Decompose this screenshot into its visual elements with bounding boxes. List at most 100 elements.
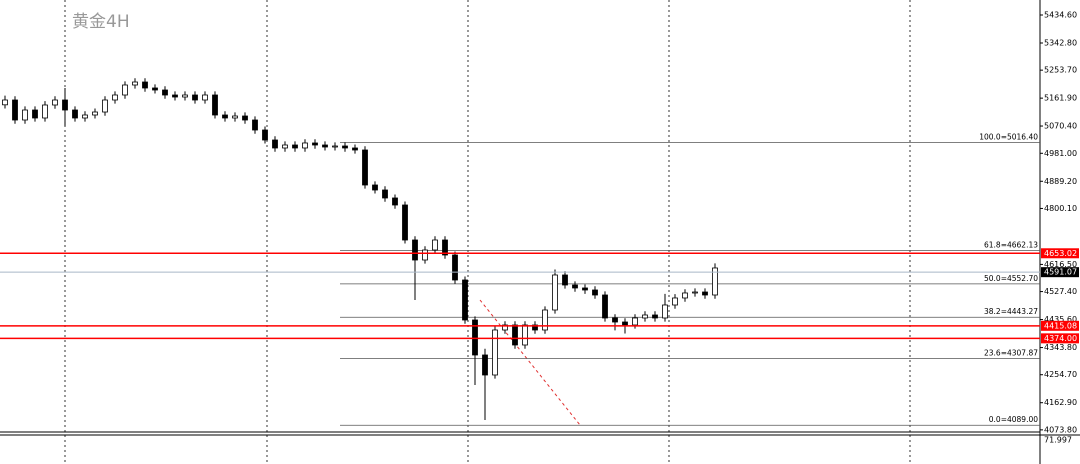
candle-body: [262, 129, 268, 141]
candle-body: [212, 94, 218, 116]
candle-body: [272, 139, 278, 149]
y-tick-label: 4343.80: [1044, 343, 1077, 352]
y-tick-label: 4616.50: [1044, 260, 1077, 269]
candle-body: [42, 104, 48, 119]
y-tick-label: 5161.90: [1044, 94, 1077, 103]
candle-body: [522, 324, 528, 346]
candle-body: [362, 149, 368, 186]
candle-body: [2, 99, 8, 106]
fib-label: 38.2=4443.27: [984, 307, 1038, 316]
y-tick-label: 4162.90: [1044, 398, 1077, 407]
price-tag: [1041, 320, 1079, 331]
candle-body: [22, 109, 28, 121]
candle-body: [122, 84, 128, 96]
candle-body: [652, 314, 658, 319]
candle-body: [392, 197, 398, 206]
candle-body: [132, 81, 138, 86]
candle-body: [202, 94, 208, 101]
fib-label: 0.0=4089.00: [989, 415, 1038, 424]
candle-body: [232, 115, 238, 119]
price-tag: [1041, 333, 1079, 344]
candle-body: [32, 109, 38, 119]
candle-body: [182, 94, 188, 98]
candle-body: [602, 294, 608, 319]
price-tag: [1041, 267, 1079, 278]
candle-body: [292, 144, 298, 149]
candle-body: [462, 279, 468, 321]
candle-body: [152, 87, 158, 91]
candle-body: [482, 354, 488, 376]
candle-body: [582, 287, 588, 291]
candle-body: [192, 94, 198, 101]
candle-body: [682, 292, 688, 299]
candle-body: [662, 304, 668, 319]
candle-body: [592, 289, 598, 296]
candle-body: [562, 274, 568, 286]
y-tick-label: 4435.60: [1044, 315, 1077, 324]
y-tick-label: 5253.70: [1044, 66, 1077, 75]
price-tag-label: 4415.08: [1044, 321, 1077, 330]
candle-body: [142, 81, 148, 89]
candle-body: [242, 115, 248, 121]
candle-body: [512, 324, 518, 346]
candle-body: [472, 319, 478, 356]
candle-body: [332, 145, 338, 148]
price-tag: [1041, 248, 1079, 259]
candle-body: [382, 189, 388, 199]
time-grid: [64, 0, 911, 464]
candle-body: [412, 239, 418, 261]
indicator-value: 71.997: [1044, 436, 1072, 445]
y-tick-label: 4254.70: [1044, 370, 1077, 379]
fib-label: 50.0=4552.70: [984, 274, 1038, 283]
candle-body: [642, 314, 648, 319]
fib-label: 23.6=4307.87: [984, 349, 1038, 358]
candle-body: [422, 249, 428, 261]
candle-body: [252, 119, 258, 131]
candle-body: [282, 144, 288, 149]
y-tick-label: 5070.40: [1044, 122, 1077, 131]
candle-body: [72, 109, 78, 119]
candle-body: [12, 99, 18, 121]
price-tag-label: 4653.02: [1044, 249, 1077, 258]
y-tick-label: 4889.20: [1044, 177, 1077, 186]
candle-body: [372, 184, 378, 191]
candle-body: [712, 267, 718, 296]
candle-body: [82, 114, 88, 119]
y-tick-label: 4527.40: [1044, 287, 1077, 296]
candle-body: [542, 309, 548, 331]
price-tag-label: 4591.07: [1044, 268, 1077, 277]
candle-body: [632, 317, 638, 326]
fib-label: 100.0=5016.40: [979, 132, 1038, 141]
candle-body: [672, 297, 678, 306]
candle-body: [702, 291, 708, 296]
y-tick-label: 4981.00: [1044, 149, 1077, 158]
candle-body: [172, 94, 178, 98]
candle-body: [302, 142, 308, 149]
y-tick-label: 4073.80: [1044, 425, 1077, 434]
fib-label: 61.8=4662.13: [984, 241, 1038, 250]
trend-line: [479, 299, 581, 426]
chart-title: 黄金4H: [72, 12, 130, 32]
candle-body: [532, 324, 538, 331]
candle-body: [612, 317, 618, 323]
candle-body: [492, 329, 498, 376]
candle-body: [322, 144, 328, 148]
candle-body: [162, 89, 168, 96]
candle-body: [62, 99, 68, 111]
candle-body: [402, 204, 408, 241]
y-tick-label: 5434.60: [1044, 10, 1077, 19]
candle-body: [342, 145, 348, 149]
candle-body: [52, 99, 58, 106]
candle-body: [622, 321, 628, 326]
candle-body: [502, 324, 508, 331]
candle-body: [102, 99, 108, 113]
candle-body: [552, 274, 558, 311]
candle-body: [222, 114, 228, 119]
candle-body: [442, 239, 448, 256]
y-tick-label: 4800.10: [1044, 204, 1077, 213]
candle-body: [572, 284, 578, 289]
candle-body: [452, 254, 458, 281]
candle-body: [312, 142, 318, 146]
